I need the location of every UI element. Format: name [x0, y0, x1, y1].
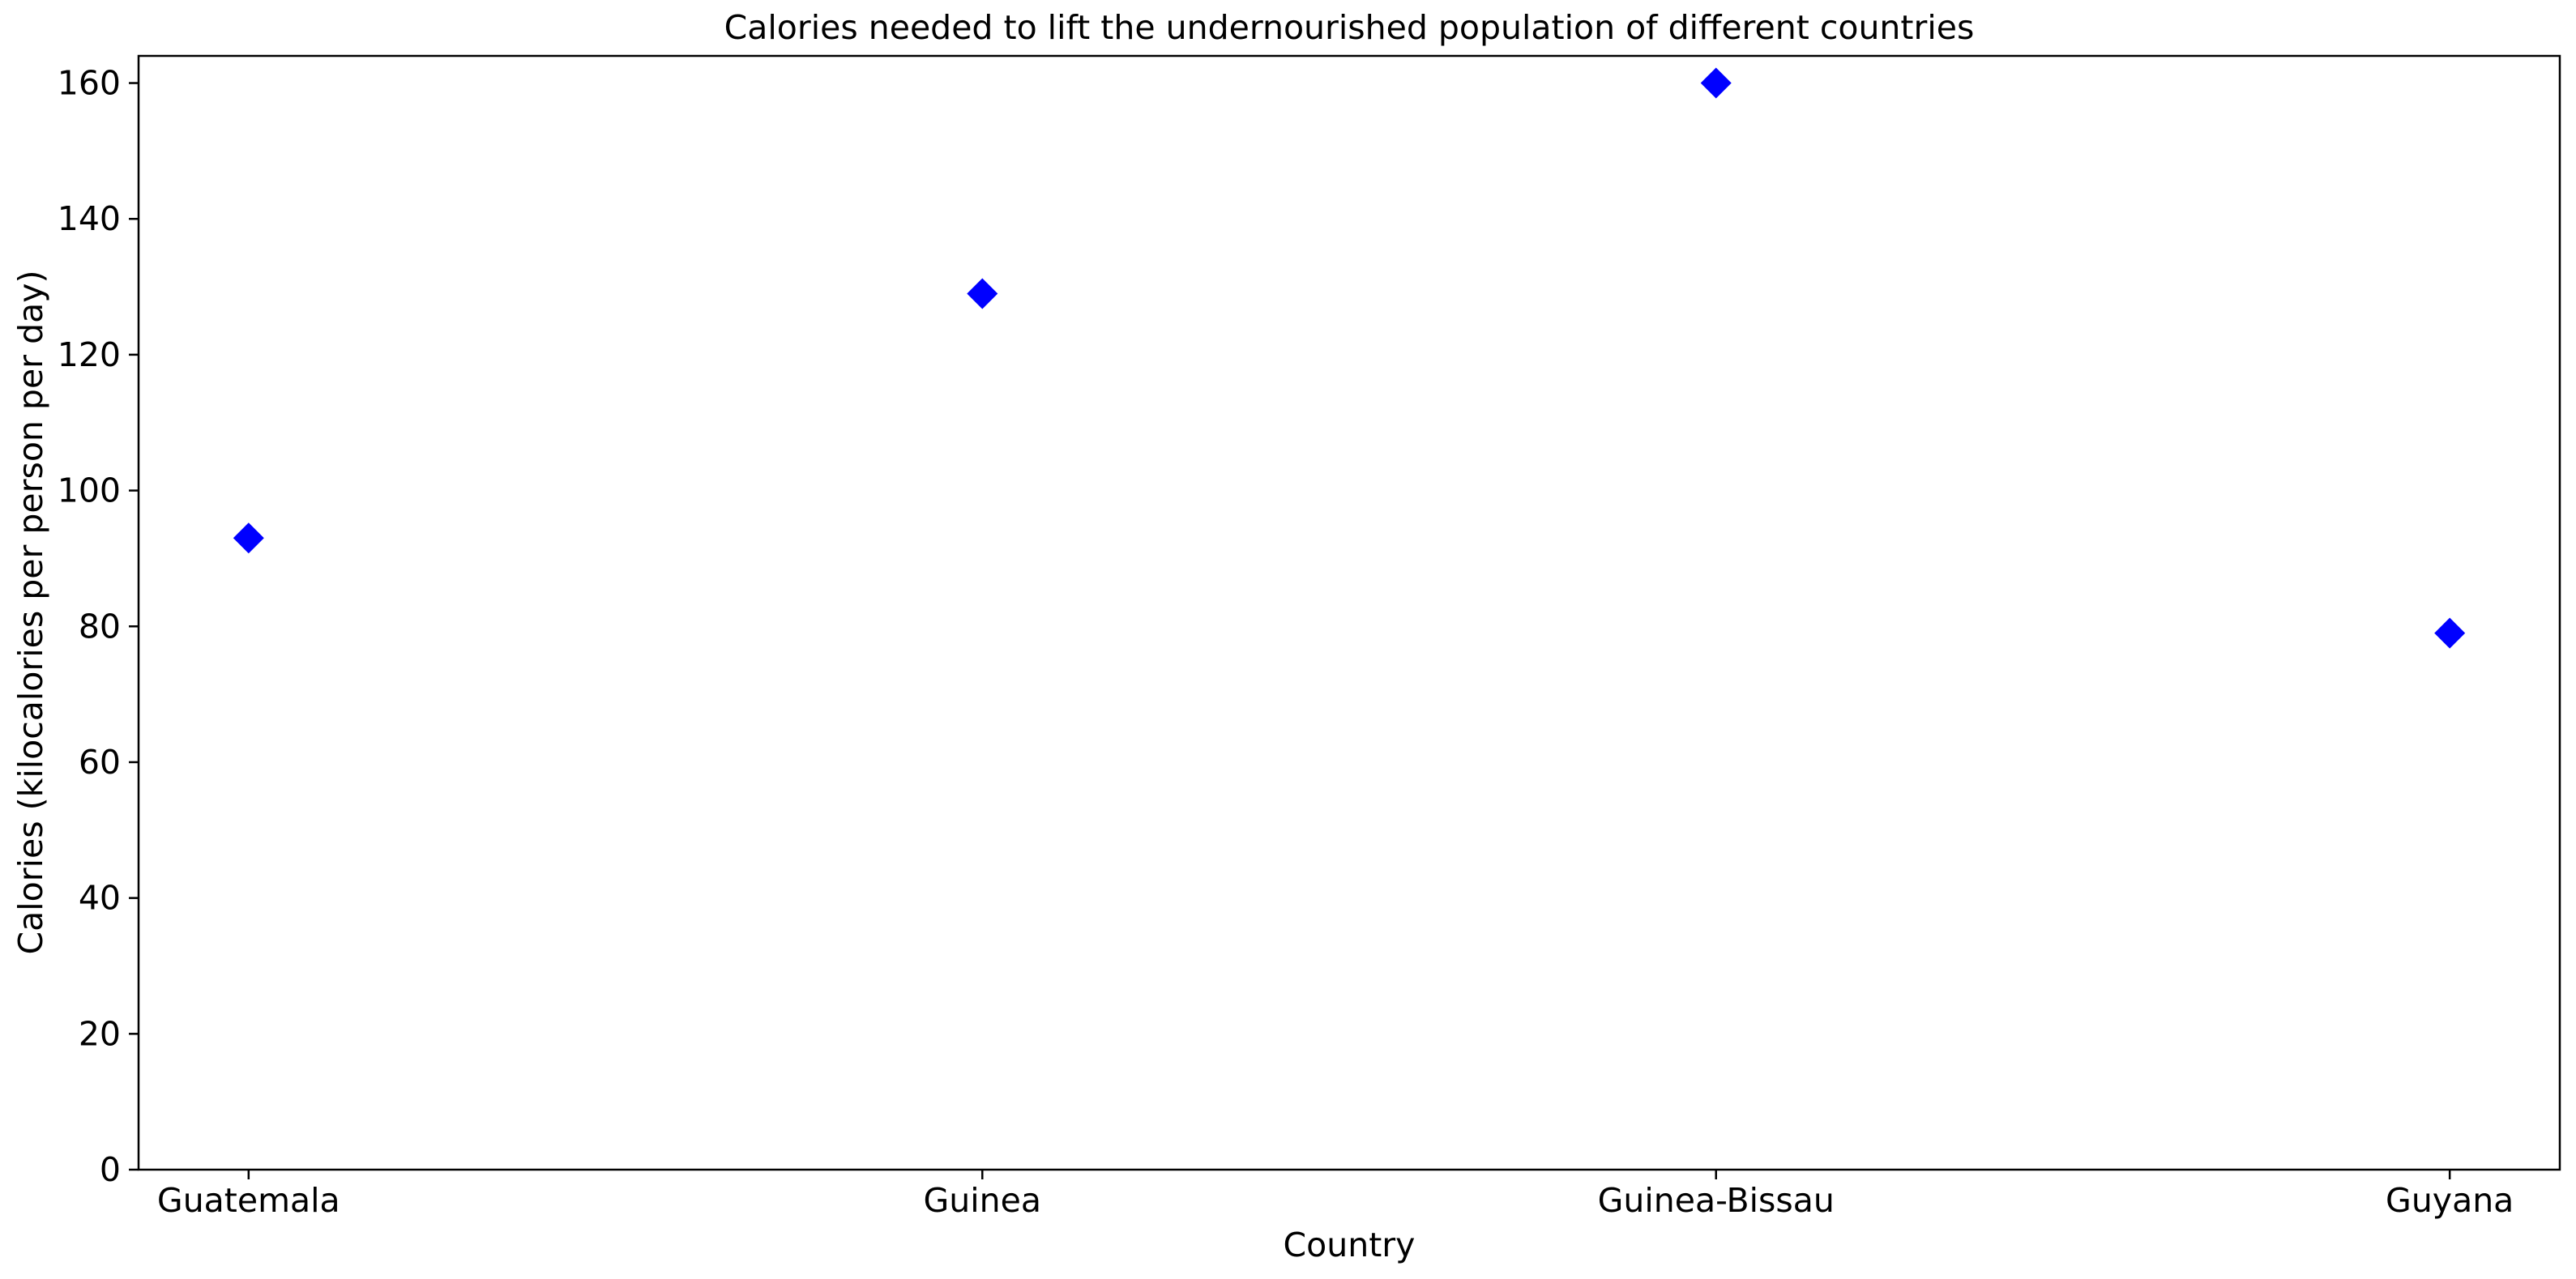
y-tick-label: 20: [79, 1014, 121, 1053]
y-axis: 0 20 40 60 80 100 120 140 160: [58, 64, 139, 1189]
y-tick-label: 120: [58, 335, 121, 374]
data-point-guinea: [967, 278, 998, 309]
y-tick-label: 140: [58, 199, 121, 238]
x-axis: Guatemala Guinea Guinea-Bissau Guyana: [157, 1170, 2514, 1220]
y-tick-label: 160: [58, 64, 121, 103]
data-point-guinea-bissau: [1700, 67, 1732, 99]
y-tick-label: 100: [58, 471, 121, 510]
x-axis-label: Country: [1284, 1226, 1416, 1264]
y-tick-label: 60: [79, 743, 121, 782]
y-axis-label: Calories (kilocalories per person per da…: [11, 271, 50, 955]
chart-title: Calories needed to lift the undernourish…: [724, 8, 1975, 47]
x-tick-label: Guatemala: [157, 1181, 340, 1220]
x-tick-label: Guinea-Bissau: [1598, 1181, 1835, 1220]
data-points: [233, 67, 2466, 649]
y-tick-label: 80: [79, 607, 121, 646]
data-point-guatemala: [233, 522, 264, 554]
data-point-guyana: [2434, 617, 2466, 649]
y-tick-label: 40: [79, 879, 121, 918]
x-tick-label: Guinea: [924, 1181, 1041, 1220]
x-tick-label: Guyana: [2386, 1181, 2514, 1220]
plot-frame: [137, 54, 2561, 1171]
y-tick-label: 0: [100, 1150, 121, 1189]
